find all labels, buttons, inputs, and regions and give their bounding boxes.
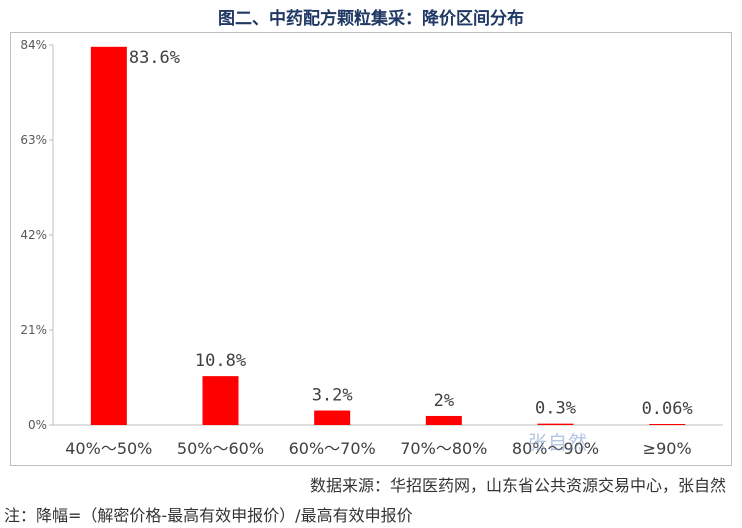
- bar: [314, 410, 351, 425]
- x-tick-label: ≥90%: [643, 439, 692, 458]
- y-tick-label: 63%: [20, 133, 47, 147]
- y-tick-label: 0%: [28, 418, 47, 432]
- footnote: 注：降幅=（解密价格-最高有效申报价）/最高有效申报价: [4, 506, 413, 525]
- bar: [202, 376, 239, 425]
- y-tick-label: 84%: [20, 38, 47, 52]
- data-source: 数据来源：华招医药网，山东省公共资源交易中心，张自然: [309, 476, 726, 495]
- data-label: 0.06%: [642, 399, 693, 419]
- chart-frame: 0% 21% 42% 63% 84% 83.6% 40%～50% 10.8% 50%～60% 3.…: [10, 32, 732, 466]
- x-tick-label: 80%～90%: [512, 439, 599, 458]
- data-label: 83.6%: [129, 48, 180, 68]
- x-tick-label: 50%～60%: [177, 439, 264, 458]
- chart-title: 图二、中药配方颗粒集采：降价区间分布: [218, 9, 524, 29]
- watermark-text: 张自然: [528, 432, 589, 454]
- bar: [537, 423, 574, 425]
- bar: [425, 415, 462, 425]
- bar-chart: 0% 21% 42% 63% 84% 83.6% 40%～50% 10.8% 50%～60% 3.…: [20, 38, 723, 458]
- x-tick-label: 40%～50%: [65, 439, 152, 458]
- y-tick-label: 42%: [20, 228, 47, 242]
- data-label: 10.8%: [195, 351, 246, 371]
- y-tick-label: 21%: [20, 323, 47, 337]
- data-label: 0.3%: [535, 399, 576, 419]
- x-tick-label: 70%～80%: [400, 439, 487, 458]
- bar: [649, 424, 686, 425]
- data-label: 3.2%: [312, 386, 353, 406]
- x-tick-label: 60%～70%: [289, 439, 376, 458]
- data-label: 2%: [434, 391, 454, 411]
- bar: [90, 46, 127, 426]
